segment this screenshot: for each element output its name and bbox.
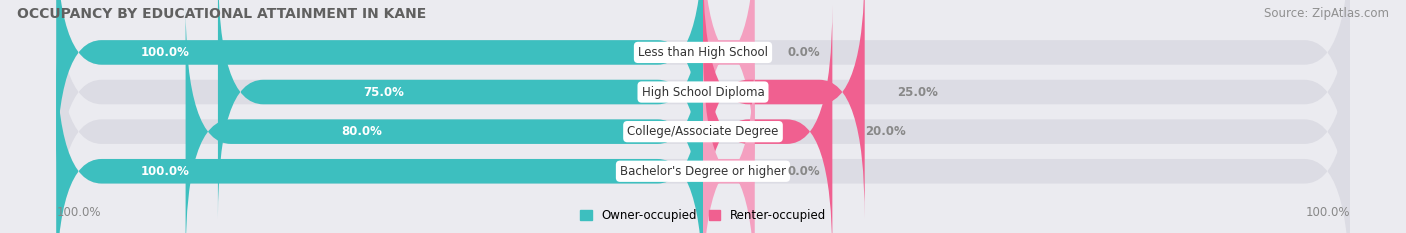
Text: Less than High School: Less than High School [638,46,768,59]
Text: 100.0%: 100.0% [56,206,101,219]
Text: 75.0%: 75.0% [364,86,405,99]
Text: College/Associate Degree: College/Associate Degree [627,125,779,138]
Text: 25.0%: 25.0% [897,86,938,99]
Text: 20.0%: 20.0% [865,125,905,138]
Text: High School Diploma: High School Diploma [641,86,765,99]
FancyBboxPatch shape [56,0,703,179]
FancyBboxPatch shape [56,5,1350,233]
FancyBboxPatch shape [56,0,1350,218]
Text: 0.0%: 0.0% [787,165,820,178]
FancyBboxPatch shape [703,0,755,179]
FancyBboxPatch shape [703,5,832,233]
Text: 0.0%: 0.0% [787,46,820,59]
Text: 100.0%: 100.0% [141,165,190,178]
Legend: Owner-occupied, Renter-occupied: Owner-occupied, Renter-occupied [575,205,831,227]
FancyBboxPatch shape [218,0,703,218]
FancyBboxPatch shape [56,45,1350,233]
FancyBboxPatch shape [186,5,703,233]
Text: 100.0%: 100.0% [141,46,190,59]
FancyBboxPatch shape [56,0,1350,179]
FancyBboxPatch shape [703,0,865,218]
Text: OCCUPANCY BY EDUCATIONAL ATTAINMENT IN KANE: OCCUPANCY BY EDUCATIONAL ATTAINMENT IN K… [17,7,426,21]
Text: Bachelor's Degree or higher: Bachelor's Degree or higher [620,165,786,178]
Text: 100.0%: 100.0% [1305,206,1350,219]
FancyBboxPatch shape [703,45,755,233]
Text: 80.0%: 80.0% [340,125,381,138]
FancyBboxPatch shape [56,45,703,233]
Text: Source: ZipAtlas.com: Source: ZipAtlas.com [1264,7,1389,20]
